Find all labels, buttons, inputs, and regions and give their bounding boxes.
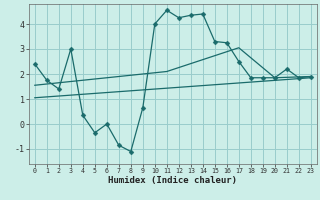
X-axis label: Humidex (Indice chaleur): Humidex (Indice chaleur) <box>108 176 237 185</box>
